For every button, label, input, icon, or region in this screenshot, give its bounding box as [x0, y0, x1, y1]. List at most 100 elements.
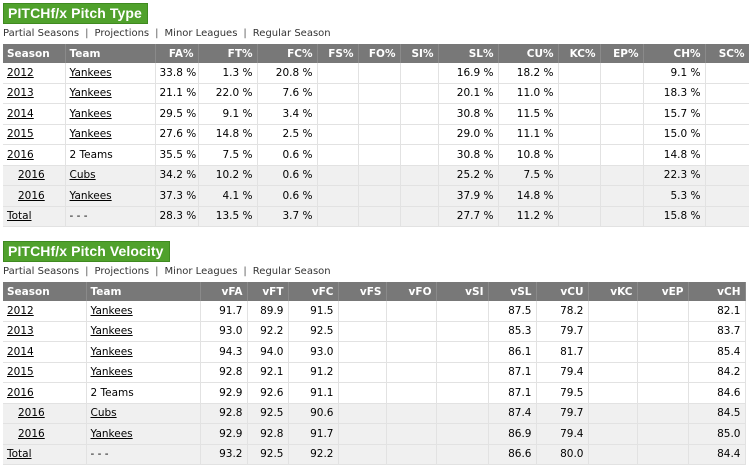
- nav-link[interactable]: Projections: [79, 28, 149, 39]
- cell-link[interactable]: 2015: [7, 128, 34, 141]
- column-header[interactable]: FT%: [198, 44, 258, 63]
- column-header[interactable]: KC%: [558, 44, 601, 63]
- column-header[interactable]: Team: [86, 282, 201, 301]
- cell: [358, 103, 401, 125]
- column-header[interactable]: vSL: [488, 282, 537, 301]
- nav-link[interactable]: Partial Seasons: [3, 266, 80, 277]
- cell-link[interactable]: Yankees: [90, 325, 133, 338]
- cell: 20.8 %: [257, 63, 318, 84]
- cell-text: 7.5 %: [222, 148, 253, 161]
- cell: 2 Teams: [65, 144, 156, 166]
- cell-link[interactable]: 2016: [18, 189, 45, 202]
- cell-link[interactable]: Yankees: [69, 189, 112, 202]
- cell: 14.8 %: [198, 124, 258, 145]
- cell-text: 0.6 %: [282, 189, 313, 202]
- cell: 85.3: [488, 321, 537, 342]
- cell-text: 91.1: [310, 386, 334, 399]
- column-header[interactable]: vEP: [637, 282, 689, 301]
- nav-link[interactable]: Projections: [79, 266, 149, 277]
- cell-link[interactable]: Yankees: [90, 427, 133, 440]
- cell-link[interactable]: Yankees: [69, 87, 112, 100]
- column-header[interactable]: SI%: [400, 44, 439, 63]
- cell: [436, 341, 489, 363]
- column-header[interactable]: vKC: [588, 282, 638, 301]
- cell-text: 34.2 %: [159, 169, 197, 182]
- nav-link[interactable]: Minor Leagues: [149, 266, 237, 277]
- cell-link[interactable]: 2016: [18, 169, 45, 182]
- cell-link[interactable]: 2016: [18, 427, 45, 440]
- column-header[interactable]: vFA: [200, 282, 248, 301]
- cell: 84.2: [688, 362, 746, 383]
- cell: [637, 301, 689, 322]
- column-header[interactable]: vFT: [247, 282, 289, 301]
- column-header[interactable]: CH%: [643, 44, 706, 63]
- nav-link[interactable]: Regular Season: [237, 28, 330, 39]
- nav-link[interactable]: Partial Seasons: [3, 28, 80, 39]
- column-header[interactable]: FS%: [317, 44, 359, 63]
- column-header[interactable]: Season: [3, 282, 87, 301]
- cell-link[interactable]: 2013: [7, 87, 34, 100]
- cell: 15.7 %: [643, 103, 706, 125]
- column-header[interactable]: FO%: [358, 44, 401, 63]
- cell-link[interactable]: Total: [7, 210, 32, 223]
- cell-link[interactable]: Cubs: [69, 169, 96, 182]
- cell: [317, 63, 359, 84]
- cell: [558, 103, 601, 125]
- column-header[interactable]: vFC: [288, 282, 339, 301]
- column-header[interactable]: vCH: [688, 282, 746, 301]
- cell: [317, 83, 359, 104]
- cell-link[interactable]: Yankees: [69, 107, 112, 120]
- cell-text: 92.5: [260, 407, 284, 420]
- cell-link[interactable]: 2014: [7, 107, 34, 120]
- column-header[interactable]: Season: [3, 44, 66, 63]
- column-header[interactable]: CU%: [498, 44, 559, 63]
- cell-link[interactable]: Yankees: [90, 366, 133, 379]
- column-header[interactable]: FA%: [155, 44, 199, 63]
- cell: 79.4: [536, 362, 589, 383]
- cell: 25.2 %: [438, 165, 499, 186]
- cell: [705, 165, 749, 186]
- column-header[interactable]: SC%: [705, 44, 749, 63]
- cell: Yankees: [65, 63, 156, 84]
- cell-link[interactable]: Yankees: [69, 128, 112, 141]
- cell-link[interactable]: 2012: [7, 66, 34, 79]
- cell-link[interactable]: 2012: [7, 304, 34, 317]
- cell-link[interactable]: Yankees: [90, 345, 133, 358]
- cell: [705, 144, 749, 166]
- column-header[interactable]: EP%: [600, 44, 644, 63]
- cell-link[interactable]: 2014: [7, 345, 34, 358]
- cell-link[interactable]: Total: [7, 448, 32, 461]
- cell: 79.7: [536, 403, 589, 424]
- cell-text: 84.2: [717, 366, 741, 379]
- cell-link[interactable]: Yankees: [69, 66, 112, 79]
- column-header[interactable]: vCU: [536, 282, 589, 301]
- data-row: 2016 Cubs 34.2 % 10.2 % 0.6 % 25.2 % 7.5 % 22.3…: [3, 165, 749, 186]
- cell: [436, 382, 489, 404]
- cell-text: 30.8 %: [456, 107, 494, 120]
- cell: [386, 403, 437, 424]
- cell: 2016: [3, 403, 87, 424]
- cell: 87.1: [488, 362, 537, 383]
- cell: [600, 63, 644, 84]
- column-header[interactable]: vSI: [436, 282, 489, 301]
- cell: [637, 321, 689, 342]
- column-header[interactable]: vFO: [386, 282, 437, 301]
- column-header[interactable]: FC%: [257, 44, 318, 63]
- cell-link[interactable]: 2015: [7, 366, 34, 379]
- cell: 28.3 %: [155, 206, 199, 227]
- cell: 30.8 %: [438, 144, 499, 166]
- nav-link[interactable]: Regular Season: [237, 266, 330, 277]
- cell-link[interactable]: Yankees: [90, 304, 133, 317]
- cell-text: 33.8 %: [159, 66, 197, 79]
- column-header[interactable]: vFS: [338, 282, 387, 301]
- column-header[interactable]: SL%: [438, 44, 499, 63]
- cell-link[interactable]: 2016: [7, 148, 34, 161]
- cell: 2 Teams: [86, 382, 201, 404]
- cell-link[interactable]: 2013: [7, 325, 34, 338]
- cell-link[interactable]: 2016: [7, 386, 34, 399]
- cell-link[interactable]: Cubs: [90, 407, 117, 420]
- nav-link[interactable]: Minor Leagues: [149, 28, 237, 39]
- column-header[interactable]: Team: [65, 44, 156, 63]
- cell: 91.5: [288, 301, 339, 322]
- cell-link[interactable]: 2016: [18, 407, 45, 420]
